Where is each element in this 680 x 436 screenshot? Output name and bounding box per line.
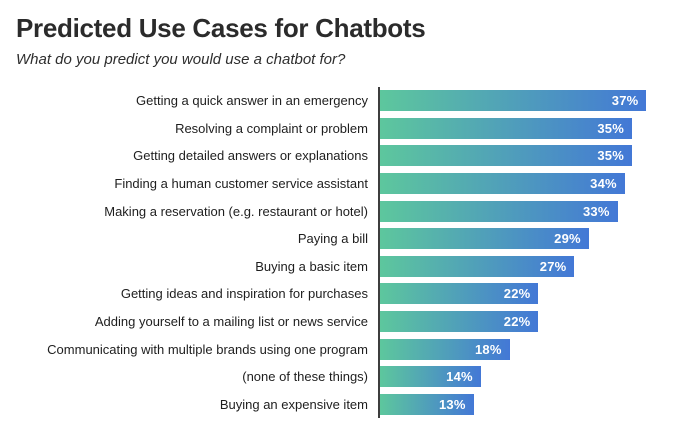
chart-row: Buying a basic item 27% <box>0 252 680 281</box>
bar-track: 34% <box>378 169 680 198</box>
chart-row: Paying a bill 29% <box>0 224 680 253</box>
bar: 27% <box>380 255 575 277</box>
category-label: Paying a bill <box>297 231 368 247</box>
chart-row: (none of these things) 14% <box>0 362 680 391</box>
bar-track: 22% <box>378 280 680 308</box>
bar-track: 35% <box>378 114 680 143</box>
bar: 35% <box>380 117 632 139</box>
bar-track: 35% <box>378 142 680 170</box>
bar: 37% <box>380 90 647 112</box>
value-label: 14% <box>446 369 473 385</box>
value-label: 29% <box>554 231 581 247</box>
bar: 29% <box>380 228 589 250</box>
chart-row: Finding a human customer service assista… <box>0 169 680 198</box>
value-label: 22% <box>503 314 531 330</box>
chart-row: Buying an expensive item 13% <box>0 390 680 419</box>
category-label: Getting detailed answers or explanations <box>133 148 368 164</box>
bar: 13% <box>380 393 474 415</box>
bar-track: 33% <box>378 197 680 225</box>
chart-row: Getting ideas and inspiration for purcha… <box>0 280 680 308</box>
bar-chart: Getting a quick answer in an emergency 3… <box>0 87 680 419</box>
value-label: 37% <box>611 93 639 109</box>
bar-track: 37% <box>378 87 680 115</box>
chart-row: Communicating with multiple brands using… <box>0 335 680 363</box>
value-label: 35% <box>597 148 624 164</box>
category-label: Getting ideas and inspiration for purcha… <box>120 286 368 302</box>
value-label: 22% <box>503 286 531 302</box>
bar-track: 13% <box>378 390 680 419</box>
category-label: (none of these things) <box>242 369 368 385</box>
chart-row: Getting a quick answer in an emergency 3… <box>0 87 680 115</box>
bar: 22% <box>380 311 539 333</box>
category-label: Making a reservation (e.g. restaurant or… <box>104 203 368 219</box>
category-label: Finding a human customer service assista… <box>114 176 368 192</box>
bar: 34% <box>380 173 625 195</box>
category-label: Communicating with multiple brands using… <box>47 341 368 357</box>
bar-track: 29% <box>378 224 680 253</box>
bar: 14% <box>380 366 481 388</box>
bar: 22% <box>380 283 539 305</box>
category-label: Buying an expensive item <box>219 396 368 412</box>
category-label: Resolving a complaint or problem <box>175 120 368 136</box>
page-title: Predicted Use Cases for Chatbots <box>16 13 426 43</box>
chart-row: Resolving a complaint or problem 35% <box>0 114 680 143</box>
bar: 35% <box>380 145 632 167</box>
value-label: 34% <box>590 176 617 192</box>
bar-track: 18% <box>378 335 680 363</box>
page-subtitle: What do you predict you would use a chat… <box>16 51 346 68</box>
category-label: Buying a basic item <box>255 258 368 274</box>
chart-row: Making a reservation (e.g. restaurant or… <box>0 197 680 225</box>
chart-header: Predicted Use Cases for Chatbots What do… <box>0 0 680 69</box>
value-label: 35% <box>597 120 624 136</box>
bar-track: 27% <box>378 252 680 281</box>
category-label: Getting a quick answer in an emergency <box>136 93 368 109</box>
bar-track: 22% <box>378 307 680 336</box>
value-label: 27% <box>539 258 567 274</box>
bar-track: 14% <box>378 362 680 391</box>
chart-row: Getting detailed answers or explanations… <box>0 142 680 170</box>
chart-row: Adding yourself to a mailing list or new… <box>0 307 680 336</box>
value-label: 33% <box>582 203 610 219</box>
category-label: Adding yourself to a mailing list or new… <box>94 314 368 330</box>
bar: 33% <box>380 200 618 222</box>
value-label: 18% <box>474 341 502 357</box>
bar: 18% <box>380 338 510 360</box>
value-label: 13% <box>438 396 466 412</box>
